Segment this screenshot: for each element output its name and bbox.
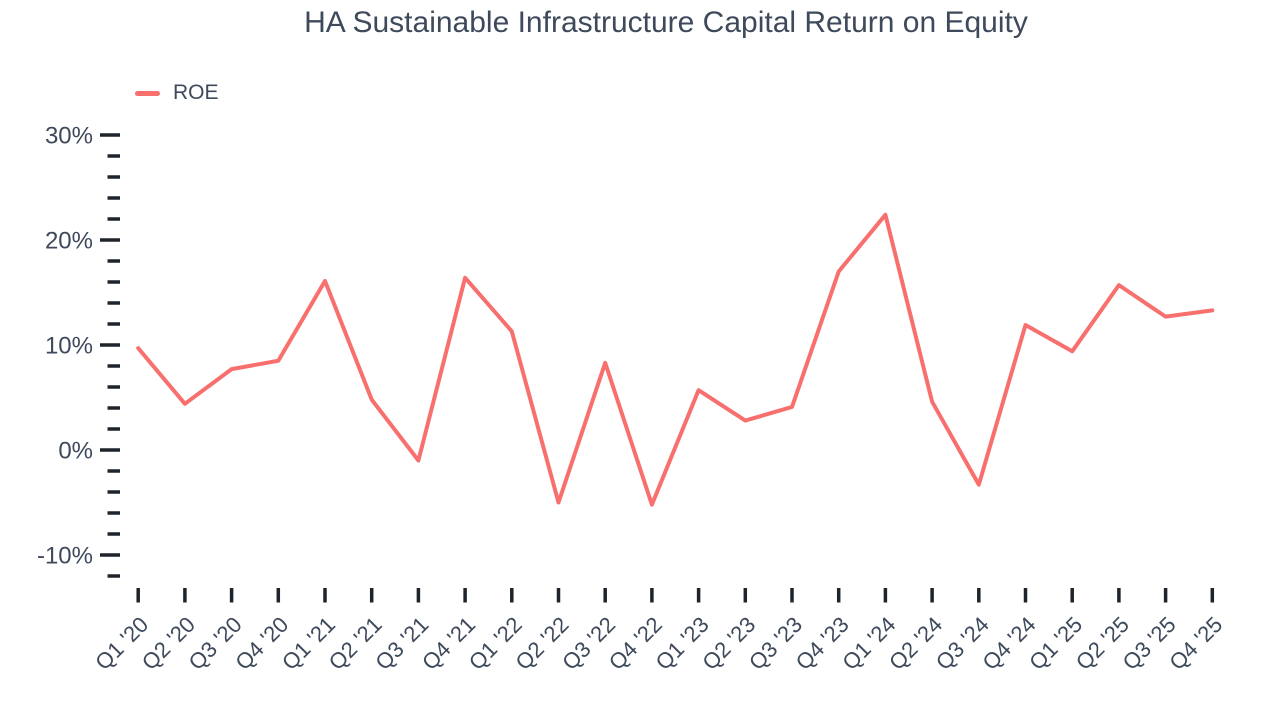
- y-axis-label: 10%: [45, 333, 93, 360]
- y-axis-label: -10%: [37, 543, 93, 570]
- roe-line-series: [136, 212, 1215, 507]
- y-axis-ticks: [100, 133, 120, 578]
- legend: ROE: [135, 82, 219, 104]
- y-axis-label: 0%: [58, 438, 93, 465]
- chart-title: HA Sustainable Infrastructure Capital Re…: [304, 6, 1028, 39]
- x-axis-ticks: [136, 588, 1215, 603]
- legend-line-swatch: [135, 90, 160, 96]
- legend-label-roe: ROE: [173, 81, 219, 104]
- x-axis-label: Q4 '25: [1164, 612, 1227, 675]
- y-axis-label: 20%: [45, 228, 93, 255]
- y-axis-label: 30%: [45, 123, 93, 150]
- y-axis-labels: 30% 20% 10% 0% -10%: [37, 123, 93, 570]
